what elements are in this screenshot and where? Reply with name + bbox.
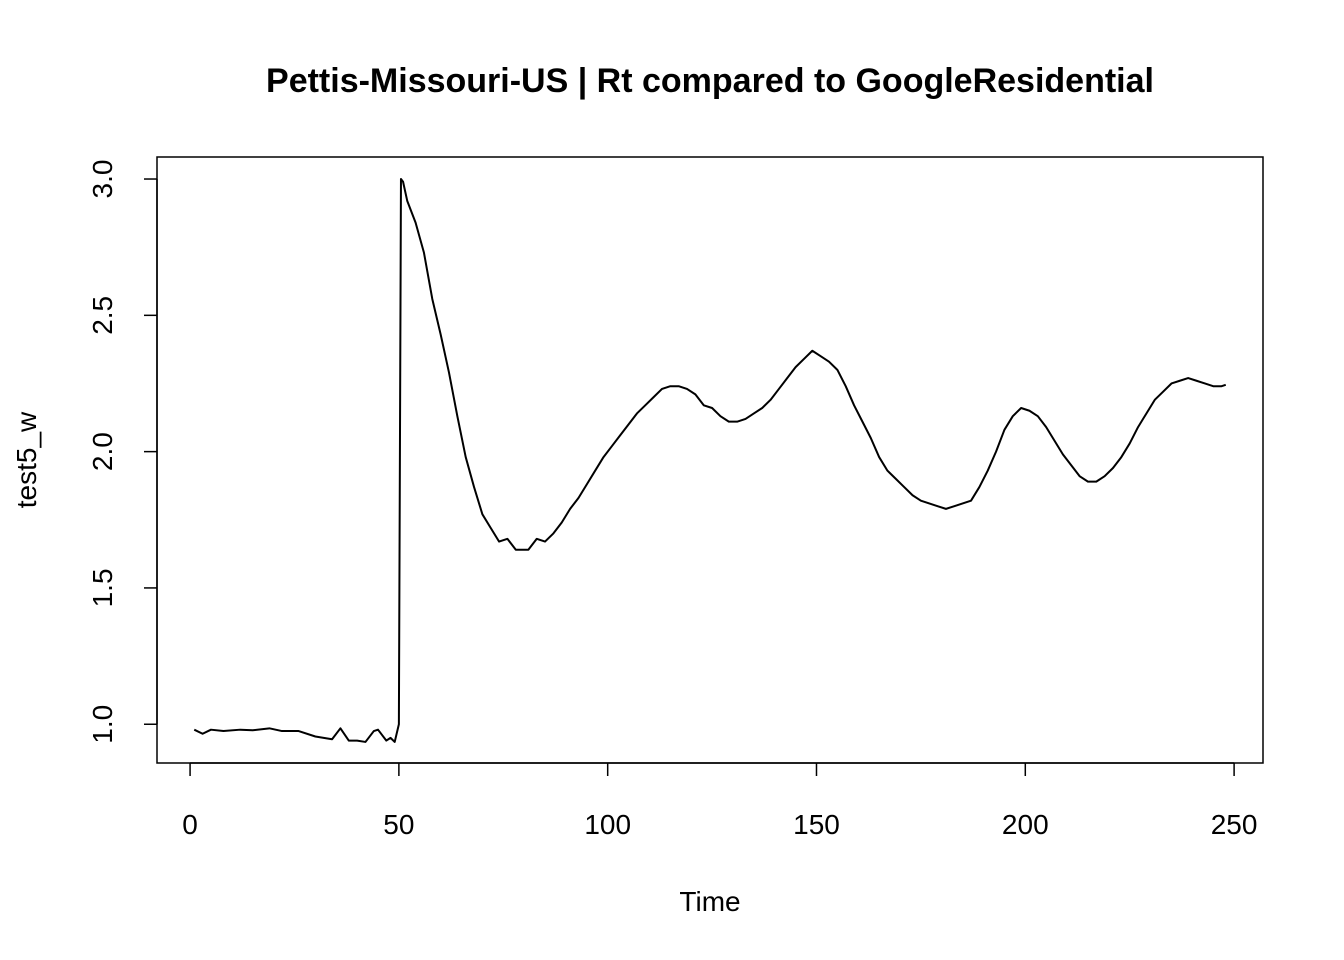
y-tick-label: 2.5	[87, 296, 118, 335]
plot-area-border	[156, 156, 1264, 764]
y-tick-label: 3.0	[87, 160, 118, 199]
x-tick-label: 200	[1002, 809, 1049, 840]
x-axis: 0 50 100 150 200 250	[182, 762, 1258, 840]
y-tick-label: 1.5	[87, 568, 118, 607]
x-tick-label: 150	[793, 809, 840, 840]
y-tick-label: 2.0	[87, 432, 118, 471]
x-tick-label: 100	[584, 809, 631, 840]
y-axis: 1.0 1.5 2.0 2.5 3.0	[87, 160, 158, 744]
x-tick-label: 250	[1211, 809, 1258, 840]
x-tick-label: 50	[383, 809, 414, 840]
chart-title: Pettis-Missouri-US | Rt compared to Goog…	[266, 62, 1154, 100]
y-axis-label: test5_w	[11, 411, 42, 508]
y-tick-label: 1.0	[87, 705, 118, 744]
series-line	[193, 178, 1227, 743]
series-group	[193, 178, 1227, 743]
x-tick-label: 0	[182, 809, 198, 840]
x-axis-label: Time	[679, 886, 740, 917]
